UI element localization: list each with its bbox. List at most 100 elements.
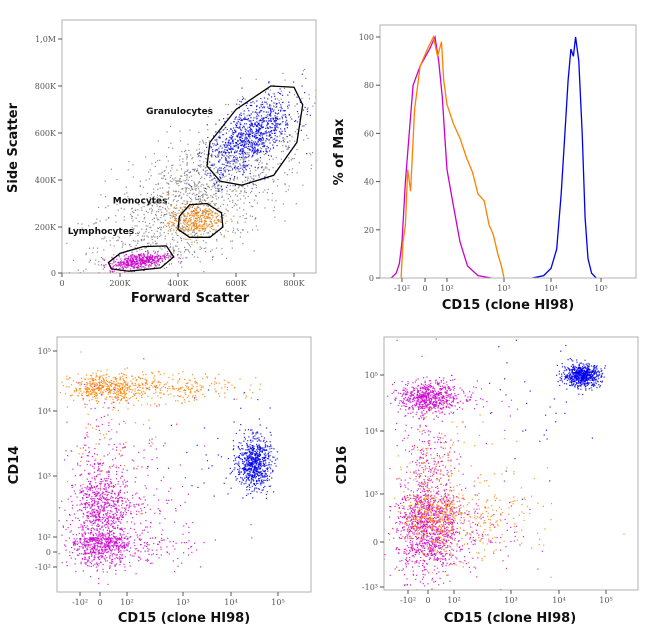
- data-point: [300, 129, 302, 131]
- data-point: [267, 111, 269, 113]
- data-point: [265, 153, 267, 155]
- data-point: [159, 205, 161, 208]
- data-point: [257, 139, 260, 141]
- data-point: [168, 212, 170, 214]
- data-point: [251, 215, 253, 218]
- data-point: [225, 186, 228, 188]
- data-point: [195, 210, 197, 212]
- data-point: [236, 123, 238, 125]
- data-point: [254, 146, 256, 148]
- data-point: [236, 228, 238, 230]
- data-point: [264, 101, 266, 103]
- data-point: [141, 255, 143, 257]
- data-point: [127, 289, 128, 290]
- data-point: [69, 318, 70, 319]
- data-point: [211, 179, 213, 181]
- data-point: [187, 387, 189, 389]
- data-point: [289, 91, 291, 93]
- data-point: [98, 376, 100, 378]
- data-point: [224, 396, 226, 398]
- data-point: [239, 156, 241, 158]
- data-point: [286, 149, 288, 151]
- data-point: [151, 372, 154, 374]
- data-point: [134, 481, 136, 483]
- gate-monocytes[interactable]: [177, 202, 224, 238]
- data-point: [250, 165, 252, 167]
- data-point: [161, 171, 163, 173]
- data-point: [80, 394, 83, 396]
- data-point: [90, 527, 92, 530]
- data-point: [135, 267, 138, 269]
- data-point: [119, 450, 121, 452]
- data-point: [116, 399, 118, 401]
- data-point: [140, 544, 142, 546]
- data-point: [144, 499, 146, 501]
- data-point: [79, 447, 81, 449]
- gate-lymphocytes[interactable]: [107, 245, 175, 272]
- data-point: [104, 485, 106, 487]
- data-point: [225, 229, 227, 231]
- data-point: [274, 141, 276, 144]
- data-point: [112, 409, 114, 411]
- data-point: [223, 379, 225, 381]
- data-point: [98, 382, 100, 384]
- data-point: [92, 379, 94, 381]
- data-point: [285, 121, 287, 123]
- data-point: [273, 102, 275, 104]
- data-point: [154, 200, 156, 203]
- data-point: [212, 197, 214, 199]
- data-point: [178, 225, 181, 227]
- data-point: [170, 174, 172, 177]
- data-point: [239, 142, 242, 144]
- data-point: [149, 197, 151, 199]
- data-point: [97, 543, 99, 545]
- data-point: [112, 485, 114, 488]
- data-point: [91, 389, 93, 391]
- data-point: [185, 191, 187, 193]
- data-point: [156, 205, 158, 207]
- data-point: [115, 544, 117, 546]
- data-point: [134, 390, 136, 392]
- gate-granulocytes[interactable]: [206, 85, 304, 186]
- data-point: [260, 105, 262, 107]
- data-point: [222, 217, 224, 219]
- data-point: [252, 206, 254, 208]
- data-point: [102, 563, 104, 566]
- data-point: [85, 558, 87, 560]
- data-point: [79, 384, 81, 386]
- data-point: [183, 238, 185, 240]
- data-point: [198, 188, 200, 190]
- data-point: [109, 538, 111, 540]
- data-point: [198, 148, 200, 150]
- data-point: [303, 139, 305, 141]
- data-point: [128, 244, 131, 246]
- data-point: [125, 259, 127, 261]
- data-point: [79, 538, 81, 541]
- data-point: [95, 397, 97, 399]
- data-point: [214, 230, 216, 232]
- data-point: [294, 94, 296, 96]
- data-point: [151, 210, 153, 212]
- data-point: [33, 289, 34, 290]
- data-point: [242, 185, 244, 187]
- data-point: [196, 223, 198, 225]
- data-point: [268, 82, 270, 84]
- data-point: [250, 131, 252, 133]
- data-point: [200, 220, 202, 222]
- data-point: [85, 506, 87, 508]
- data-point: [195, 389, 197, 391]
- data-point: [52, 336, 53, 337]
- data-point: [253, 152, 255, 154]
- data-point: [216, 240, 218, 242]
- data-point: [115, 385, 117, 387]
- data-point: [119, 376, 121, 378]
- data-point: [208, 208, 210, 210]
- data-point: [93, 539, 95, 541]
- data-point: [179, 262, 182, 264]
- data-point: [249, 137, 251, 139]
- data-point: [228, 166, 230, 168]
- data-point: [126, 291, 127, 292]
- data-point: [280, 128, 282, 130]
- data-point: [108, 533, 110, 535]
- data-point: [215, 198, 218, 200]
